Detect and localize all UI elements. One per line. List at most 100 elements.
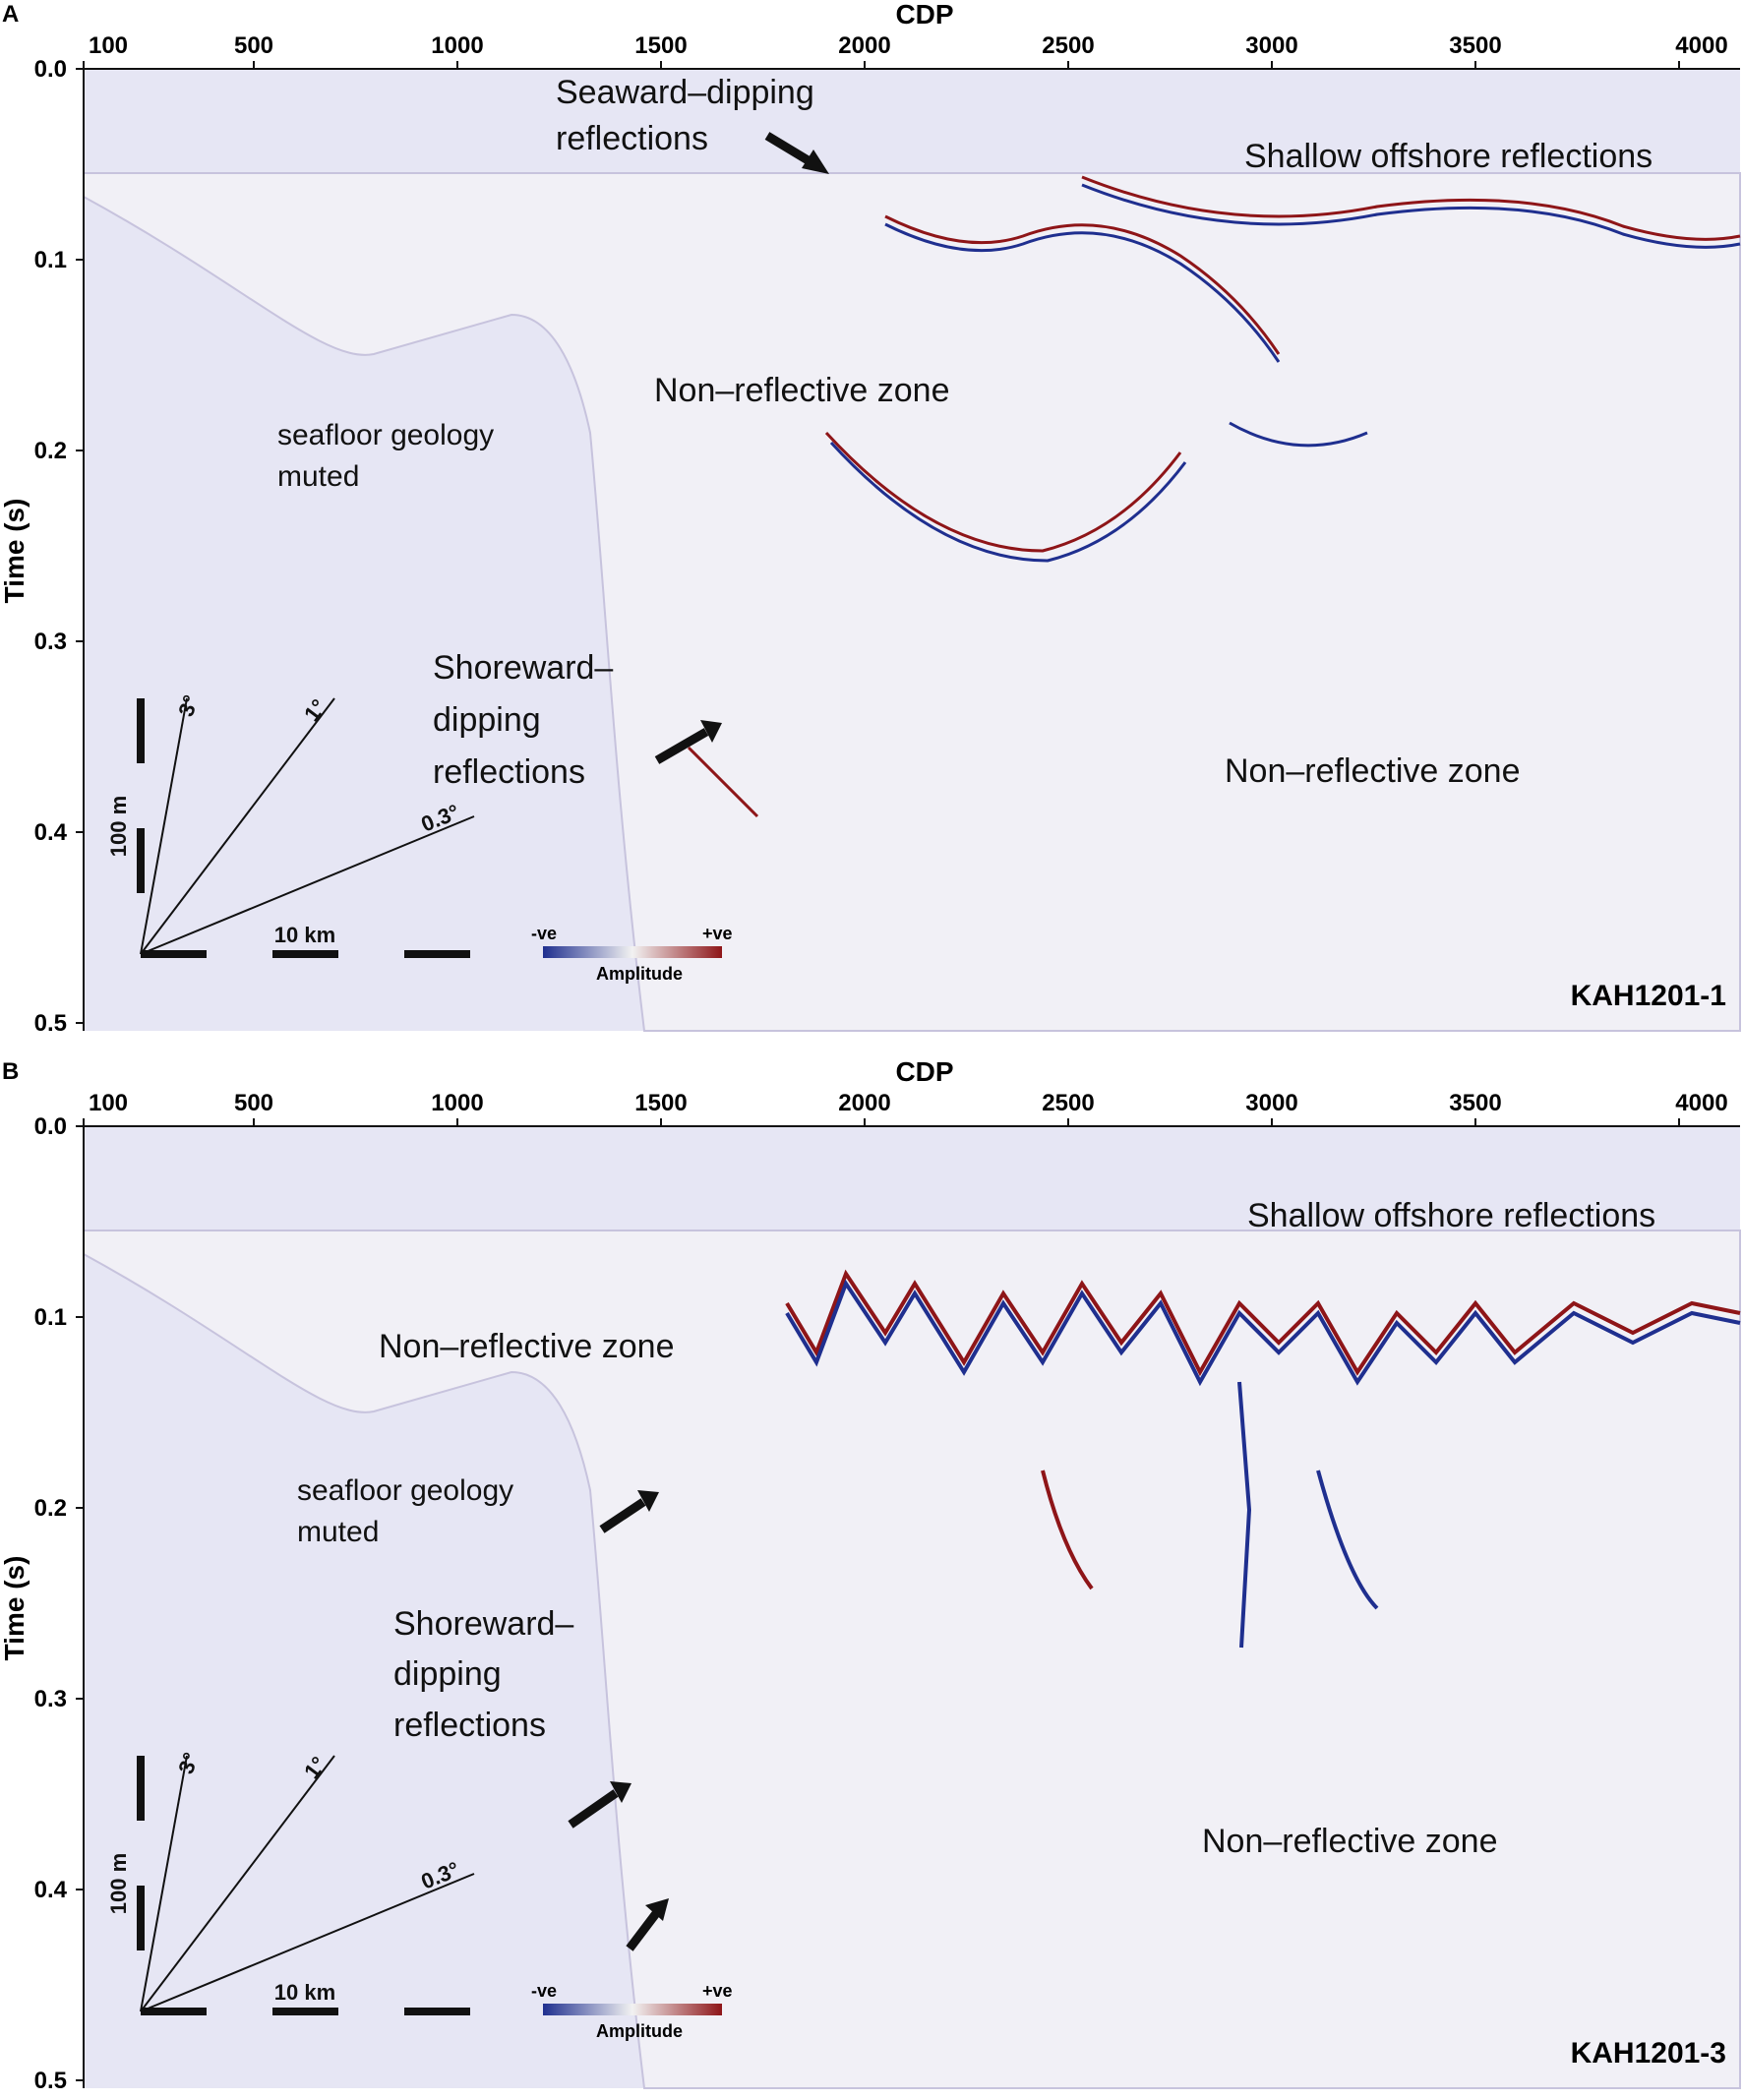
y-tick-marks bbox=[76, 1125, 84, 2081]
annotation-seafloor: seafloor geology bbox=[297, 1474, 513, 1507]
legend-neg-label: -ve bbox=[531, 924, 557, 943]
annotation-seafloor: seafloor geology bbox=[277, 419, 494, 451]
y-tick-label: 0.3 bbox=[34, 629, 67, 655]
annotation-muted: muted bbox=[277, 460, 359, 493]
x-tick-labels: 100 500 1000 1500 2000 2500 3000 3500 40… bbox=[89, 1090, 1728, 1116]
legend-neg-label: -ve bbox=[531, 1981, 557, 2001]
x-tick-marks bbox=[83, 1118, 1680, 1126]
x-tick-label: 100 bbox=[89, 32, 128, 59]
angle-line-1 bbox=[140, 1755, 335, 2012]
x-tick-label: 4000 bbox=[1675, 1090, 1727, 1116]
arrow-shoreward-upper-icon bbox=[599, 1498, 646, 1533]
scale-horizontal-label: 10 km bbox=[274, 923, 335, 947]
data-zone bbox=[84, 173, 1740, 1031]
annotations: Shallow offshore reflections Non–reflect… bbox=[297, 1197, 1655, 1860]
angle-line-03 bbox=[140, 815, 475, 955]
panel-b: B CDP 100 500 1000 1500 2000 2500 3000 3… bbox=[0, 1057, 1743, 2100]
panel-letter: B bbox=[2, 1058, 19, 1085]
x-axis-title: CDP bbox=[895, 1057, 953, 1087]
y-tick-marks bbox=[76, 68, 84, 1024]
panel-letter: A bbox=[2, 1, 19, 28]
x-axis-title: CDP bbox=[895, 0, 953, 30]
annotation-shallow-offshore: Shallow offshore reflections bbox=[1247, 1197, 1655, 1234]
legend-pos-label: +ve bbox=[702, 924, 733, 943]
arrow-seaward-icon bbox=[764, 132, 817, 168]
x-tick-label: 100 bbox=[89, 1090, 128, 1116]
seismic-reflections bbox=[785, 1269, 1741, 1649]
x-tick-label: 2000 bbox=[838, 1090, 890, 1116]
scale-horizontal-label: 10 km bbox=[274, 1980, 335, 2005]
annotations: Seaward–dipping reflections Shallow offs… bbox=[277, 74, 1653, 791]
annotation-shoreward-3: reflections bbox=[393, 1707, 546, 1744]
seismic-section-b: B CDP 100 500 1000 1500 2000 2500 3000 3… bbox=[0, 1057, 1741, 2094]
scale-vertical-label: 100 m bbox=[106, 796, 131, 857]
arrow-shoreward-lower-icon bbox=[626, 1909, 661, 1951]
legend-title: Amplitude bbox=[596, 2021, 683, 2041]
y-tick-label: 0.1 bbox=[34, 247, 67, 273]
scale-bar bbox=[137, 697, 475, 958]
axes-frame bbox=[83, 1125, 1740, 2088]
y-tick-labels: 0.0 0.1 0.2 0.3 0.4 0.5 bbox=[34, 56, 68, 1037]
x-tick-label: 1500 bbox=[634, 32, 687, 59]
arrow-shoreward-middle-icon bbox=[568, 1789, 619, 1829]
y-tick-label: 0.0 bbox=[34, 1113, 67, 1140]
arrow-shoreward-icon bbox=[654, 728, 709, 764]
annotation-shoreward-3: reflections bbox=[433, 753, 585, 791]
x-tick-label: 500 bbox=[234, 1090, 273, 1116]
x-tick-label: 4000 bbox=[1675, 32, 1727, 59]
x-tick-label: 3500 bbox=[1449, 32, 1501, 59]
annotation-shoreward: Shoreward– bbox=[393, 1605, 573, 1643]
y-axis-title: Time (s) bbox=[0, 499, 30, 604]
annotation-shallow-offshore: Shallow offshore reflections bbox=[1244, 138, 1653, 175]
annotation-seaward-2: reflections bbox=[556, 120, 708, 157]
amplitude-colorbar bbox=[543, 946, 722, 958]
amplitude-legend: -ve +ve Amplitude bbox=[531, 924, 733, 984]
amplitude-colorbar bbox=[543, 2004, 722, 2015]
annotation-non-reflective-lower: Non–reflective zone bbox=[1202, 1823, 1498, 1860]
y-tick-label: 0.5 bbox=[34, 2068, 67, 2094]
seismic-section-a: A CDP 100 500 1000 1500 2000 2500 3000 3… bbox=[0, 0, 1741, 1037]
y-tick-label: 0.2 bbox=[34, 1495, 67, 1522]
arrows bbox=[654, 132, 829, 764]
data-zone bbox=[84, 1230, 1740, 2088]
annotation-non-reflective-lower: Non–reflective zone bbox=[1225, 752, 1521, 790]
y-tick-label: 0.5 bbox=[34, 1010, 67, 1037]
y-axis-title: Time (s) bbox=[0, 1556, 30, 1661]
x-tick-labels: 100 500 1000 1500 2000 2500 3000 3500 40… bbox=[89, 32, 1728, 59]
line-name: KAH1201-1 bbox=[1571, 980, 1726, 1012]
annotation-shoreward: Shoreward– bbox=[433, 649, 613, 687]
x-tick-label: 1000 bbox=[431, 32, 483, 59]
x-tick-label: 1000 bbox=[431, 1090, 483, 1116]
x-tick-label: 1500 bbox=[634, 1090, 687, 1116]
angle-line-03 bbox=[140, 1873, 475, 2012]
annotation-seaward: Seaward–dipping bbox=[556, 74, 814, 111]
x-tick-label: 2500 bbox=[1042, 32, 1094, 59]
x-tick-label: 3000 bbox=[1245, 1090, 1297, 1116]
y-tick-label: 0.4 bbox=[34, 1877, 68, 1903]
annotation-shoreward-2: dipping bbox=[433, 701, 541, 739]
y-tick-label: 0.3 bbox=[34, 1686, 67, 1712]
annotation-non-reflective-upper: Non–reflective zone bbox=[654, 372, 950, 409]
y-tick-label: 0.1 bbox=[34, 1304, 67, 1331]
seismic-reflections bbox=[687, 175, 1741, 818]
arrows bbox=[568, 1490, 669, 1951]
scale-vertical-label: 100 m bbox=[106, 1853, 131, 1914]
axes-frame bbox=[83, 68, 1740, 1031]
x-tick-label: 2000 bbox=[838, 32, 890, 59]
angle-line-3 bbox=[140, 1755, 188, 2012]
annotation-shoreward-2: dipping bbox=[393, 1655, 502, 1693]
amplitude-legend: -ve +ve Amplitude bbox=[531, 1981, 733, 2041]
line-name: KAH1201-3 bbox=[1571, 2037, 1726, 2070]
x-tick-marks bbox=[83, 61, 1680, 69]
y-tick-label: 0.0 bbox=[34, 56, 67, 83]
x-tick-label: 500 bbox=[234, 32, 273, 59]
x-tick-label: 3000 bbox=[1245, 32, 1297, 59]
annotation-muted: muted bbox=[297, 1516, 379, 1548]
panel-a: A CDP 100 500 1000 1500 2000 2500 3000 3… bbox=[0, 0, 1743, 1043]
y-tick-label: 0.4 bbox=[34, 819, 68, 846]
y-tick-label: 0.2 bbox=[34, 438, 67, 464]
legend-pos-label: +ve bbox=[702, 1981, 733, 2001]
scale-bar bbox=[137, 1755, 475, 2015]
x-tick-label: 2500 bbox=[1042, 1090, 1094, 1116]
x-tick-label: 3500 bbox=[1449, 1090, 1501, 1116]
